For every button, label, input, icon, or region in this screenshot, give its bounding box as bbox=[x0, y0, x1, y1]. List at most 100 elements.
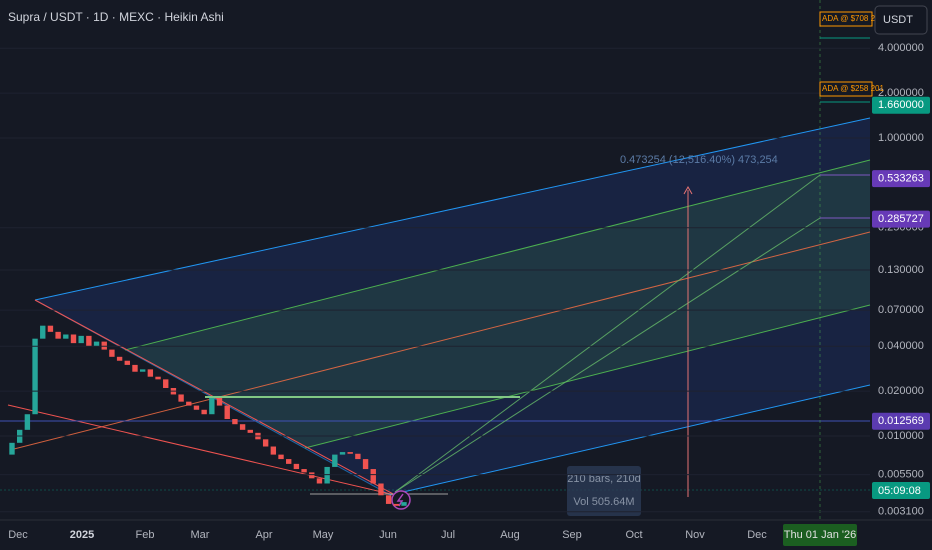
candle bbox=[155, 376, 161, 380]
candle bbox=[116, 356, 123, 361]
price-badge-text: 1.660000 bbox=[878, 99, 924, 111]
channel-bottom bbox=[389, 384, 871, 496]
price-label: 0.070000 bbox=[878, 304, 924, 316]
ada-label-text: ADA @ $708 202 bbox=[822, 14, 884, 23]
time-label: 2025 bbox=[70, 529, 94, 541]
alert-bolt bbox=[396, 493, 404, 507]
candle bbox=[247, 429, 253, 433]
price-badge-text: 0.285727 bbox=[878, 213, 924, 225]
candle bbox=[55, 331, 61, 339]
price-axis: 4.0000002.0000001.0000000.2500000.130000… bbox=[0, 42, 930, 518]
time-cursor-text: Thu 01 Jan '26 bbox=[784, 529, 856, 541]
candle bbox=[309, 472, 315, 479]
price-label: 0.130000 bbox=[878, 264, 924, 276]
inner-top bbox=[124, 159, 871, 351]
candle bbox=[178, 394, 184, 402]
price-label: 0.010000 bbox=[878, 430, 924, 442]
candle bbox=[32, 338, 38, 415]
price-badge bbox=[872, 412, 930, 430]
candle bbox=[293, 463, 300, 470]
candle bbox=[186, 401, 192, 406]
ada-label bbox=[819, 11, 873, 27]
time-axis: Dec 2025 Feb Mar Apr May Jun Jul Aug Sep Oct Nov Dec bbox=[8, 529, 767, 541]
candle bbox=[370, 469, 376, 484]
countdown-text: 05:09:08 bbox=[878, 485, 921, 497]
measure-box bbox=[567, 466, 641, 516]
time-label: Oct bbox=[625, 529, 642, 541]
trend-line-2 bbox=[7, 404, 396, 496]
candle bbox=[193, 405, 200, 410]
candle bbox=[278, 454, 284, 460]
price-label: 0.005500 bbox=[878, 469, 924, 481]
time-label: Mar bbox=[191, 529, 210, 541]
candle bbox=[301, 469, 307, 473]
pitchfork-inner-fill bbox=[125, 160, 870, 448]
price-label: 0.020000 bbox=[878, 385, 924, 397]
candle bbox=[362, 459, 369, 470]
candle bbox=[316, 478, 323, 484]
candle bbox=[124, 360, 130, 365]
candle bbox=[63, 334, 69, 339]
currency-text[interactable]: USDT bbox=[883, 14, 913, 26]
candle bbox=[332, 454, 338, 467]
price-label: 0.040000 bbox=[878, 340, 924, 352]
price-badge-text: 0.012569 bbox=[878, 415, 924, 427]
candle bbox=[93, 341, 100, 347]
time-label: Apr bbox=[255, 529, 272, 541]
candle bbox=[40, 325, 46, 339]
countdown-badge bbox=[872, 482, 930, 499]
drawings bbox=[0, 0, 871, 520]
candle bbox=[86, 335, 92, 347]
projection-line bbox=[394, 217, 821, 493]
time-label: Jul bbox=[441, 529, 455, 541]
candle bbox=[324, 466, 330, 484]
candle bbox=[101, 341, 107, 350]
candle bbox=[232, 419, 238, 425]
time-label: Feb bbox=[136, 529, 155, 541]
candle bbox=[385, 495, 392, 504]
candle bbox=[139, 369, 146, 372]
measure-arrow-head bbox=[683, 185, 693, 195]
candle bbox=[201, 409, 207, 415]
alert-icon[interactable] bbox=[391, 490, 411, 510]
price-badge bbox=[872, 170, 930, 188]
candle bbox=[9, 442, 15, 455]
candle bbox=[347, 452, 353, 454]
price-badge bbox=[872, 210, 930, 228]
candle bbox=[286, 459, 292, 464]
candle bbox=[239, 424, 246, 430]
candle bbox=[401, 502, 407, 506]
price-label: 2.000000 bbox=[878, 87, 924, 99]
candle bbox=[378, 483, 384, 496]
candle bbox=[163, 379, 169, 388]
inner-bottom bbox=[304, 304, 871, 449]
candle bbox=[355, 453, 361, 460]
ada-label bbox=[819, 81, 873, 97]
candle bbox=[132, 364, 138, 372]
median-line bbox=[9, 231, 871, 451]
currency-button[interactable] bbox=[874, 5, 928, 35]
ada-label-text: ADA @ $258 201 bbox=[822, 84, 884, 93]
time-label: May bbox=[313, 529, 334, 541]
time-label: Dec bbox=[8, 529, 28, 541]
candle bbox=[270, 446, 277, 455]
time-label: Jun bbox=[379, 529, 397, 541]
price-label: 4.000000 bbox=[878, 42, 924, 54]
candle bbox=[216, 397, 223, 406]
price-label: 0.003100 bbox=[878, 506, 924, 518]
measure-volume: Vol 505.64M bbox=[573, 496, 634, 508]
candle bbox=[147, 369, 154, 377]
candle bbox=[24, 414, 31, 430]
time-cursor-badge bbox=[783, 524, 857, 546]
time-label: Nov bbox=[685, 529, 705, 541]
candle bbox=[109, 349, 115, 357]
candle bbox=[224, 405, 230, 420]
candle bbox=[393, 503, 400, 506]
price-badge-text: 0.533263 bbox=[878, 173, 924, 185]
time-label: Aug bbox=[500, 529, 520, 541]
measure-text: 0.473254 (12,516.40%) 473,254 bbox=[620, 154, 778, 166]
symbol-title: Supra / USDT · 1D · MEXC · Heikin Ashi bbox=[8, 10, 224, 24]
price-badge bbox=[872, 96, 930, 114]
